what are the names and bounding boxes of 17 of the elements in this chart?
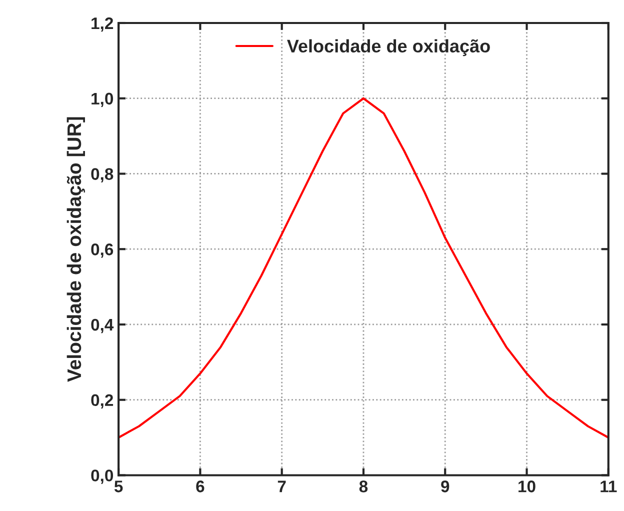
x-tick-label: 7 — [278, 480, 286, 492]
y-tick-label: 0,6 — [91, 244, 114, 258]
x-tick-label: 5 — [114, 480, 123, 492]
y-tick-label: 0,2 — [91, 394, 114, 408]
y-tick-label: 0,8 — [91, 168, 114, 182]
line-series — [118, 97, 608, 439]
x-tick-label: 10 — [518, 480, 536, 492]
y-axis-title: Velocidade de oxidação [UR] — [66, 117, 85, 382]
x-tick-label: 8 — [359, 480, 368, 492]
y-tick-label: 1,0 — [92, 92, 114, 107]
y-tick-label: 0,4 — [91, 318, 114, 334]
y-tick-label: 0,0 — [91, 470, 114, 484]
x-tick-label: 11 — [600, 480, 617, 492]
x-tick-label: 9 — [441, 480, 450, 492]
x-tick-label: 6 — [196, 480, 204, 492]
legend-label: Velocidade de oxidação — [287, 39, 490, 56]
y-tick-label: 1,2 — [92, 17, 114, 32]
